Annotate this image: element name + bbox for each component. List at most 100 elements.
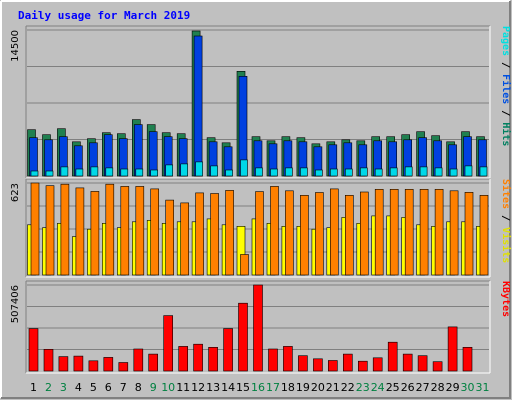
day-label: 21 <box>326 381 340 394</box>
hits-panel-bar-pages <box>210 165 218 177</box>
kbytes-panel-bar-kbytes <box>193 343 203 372</box>
visits-panel-bar-sites <box>150 188 159 276</box>
visits-panel-bar-sites <box>419 189 429 276</box>
visits-panel-bar-sites <box>225 190 234 276</box>
kbytes-panel-bar-kbytes <box>253 284 263 372</box>
kbytes-panel-bar-kbytes <box>118 362 129 372</box>
day-label: 8 <box>135 381 142 394</box>
kbytes-panel-legend: KBytes <box>500 281 511 317</box>
visits-panel-legend-part: Sites <box>500 179 512 209</box>
day-label: 24 <box>371 381 385 394</box>
hits-panel-bar-pages <box>135 168 144 177</box>
visits-panel-legend-part: Visits <box>500 227 512 263</box>
panels-group: 14500 Pages / Files / Hits 623 Sites / Visi… <box>10 25 512 374</box>
kbytes-panel-bar-kbytes <box>28 328 39 372</box>
visits-panel-legend-part: / <box>500 209 511 227</box>
day-label: 4 <box>75 381 82 394</box>
visits-panel-bar-sites <box>404 189 414 276</box>
hits-panel-bar-pages <box>285 167 293 177</box>
kbytes-panel-bar-kbytes <box>417 355 428 372</box>
day-label: 29 <box>446 381 460 394</box>
hits-panel-bar-pages <box>479 166 488 177</box>
hits-panel-bar-pages <box>195 161 203 177</box>
hits-panel-bar-files <box>29 137 38 177</box>
visits-panel-bar-sites <box>315 192 324 276</box>
day-label: 23 <box>356 381 370 394</box>
hits-panel-bar-pages <box>329 168 338 177</box>
visits-panel-bar-sites <box>195 192 204 276</box>
visits-panel-bar-sites <box>240 254 249 276</box>
visits-panel-bar-sites <box>45 185 55 276</box>
kbytes-panel-bar-kbytes <box>372 357 383 372</box>
hits-panel-bar-pages <box>374 168 383 177</box>
hits-panel-bar-pages <box>434 167 443 177</box>
visits-panel-bar-sites <box>285 190 294 276</box>
day-label: 14 <box>221 381 235 394</box>
hits-panel-legend-part: / <box>500 56 511 74</box>
hits-panel-bar-pages <box>75 168 84 177</box>
day-label: 28 <box>431 381 445 394</box>
visits-panel-ymax-label: 623 <box>10 183 21 202</box>
kbytes-panel-bar-kbytes <box>387 341 398 372</box>
visits-panel-bar-sites <box>90 191 100 276</box>
kbytes-panel-bar-kbytes <box>432 361 443 372</box>
kbytes-panel-bar-kbytes <box>58 356 69 372</box>
visits-panel-legend: Sites / Visits <box>500 179 512 263</box>
kbytes-panel-bar-kbytes <box>298 355 308 372</box>
day-label: 15 <box>236 381 250 394</box>
kbytes-panel-bar-kbytes <box>238 302 248 372</box>
visits-panel-bar-sites <box>120 186 130 276</box>
hits-panel-bar-pages <box>344 168 353 177</box>
hits-panel-legend-part: / <box>500 104 511 122</box>
hits-panel-bar-pages <box>404 166 413 177</box>
hits-panel-bar-pages <box>120 168 129 177</box>
visits-panel-series-sites <box>30 182 489 276</box>
visits-panel-bar-sites <box>180 202 189 276</box>
day-label: 9 <box>150 381 157 394</box>
day-label: 18 <box>281 381 295 394</box>
day-label: 16 <box>251 381 265 394</box>
visits-panel-bar-sites <box>449 190 459 276</box>
hits-panel-legend-part: Hits <box>500 122 512 146</box>
hits-panel-bar-pages <box>60 166 69 177</box>
visits-panel: 623 Sites / Visits <box>10 178 512 278</box>
hits-panel-bar-files <box>148 131 158 177</box>
visits-panel-bar-sites <box>165 199 174 276</box>
kbytes-panel-bar-kbytes <box>313 358 323 372</box>
kbytes-panel-bar-kbytes <box>163 315 173 372</box>
hits-panel-bar-pages <box>180 163 188 177</box>
day-label: 1 <box>30 381 37 394</box>
kbytes-panel-bar-kbytes <box>327 360 338 372</box>
day-label: 2 <box>45 381 52 394</box>
hits-panel-bar-pages <box>255 167 263 177</box>
day-label: 27 <box>416 381 430 394</box>
hits-panel-series-pages <box>30 159 488 177</box>
visits-panel-bar-sites <box>329 188 339 276</box>
kbytes-panel-bar-kbytes <box>357 360 368 372</box>
kbytes-panel-bar-kbytes <box>103 357 114 372</box>
hits-panel-bar-pages <box>165 164 173 177</box>
visits-panel-bar-sites <box>75 187 85 276</box>
visits-panel-bar-sites <box>374 189 384 276</box>
visits-panel-bar-sites <box>30 182 40 276</box>
hits-panel-bar-pages <box>90 166 99 177</box>
hits-panel-legend-part: Pages <box>500 26 511 56</box>
hits-panel: 14500 Pages / Files / Hits <box>10 25 512 179</box>
kbytes-panel-bar-kbytes <box>223 328 233 372</box>
hits-panel-bar-pages <box>389 167 398 177</box>
hits-panel-bar-pages <box>225 169 233 177</box>
day-label: 13 <box>206 381 220 394</box>
visits-panel-bar-sites <box>479 195 489 276</box>
visits-panel-bar-sites <box>359 191 369 276</box>
day-label: 25 <box>386 381 400 394</box>
hits-panel-bar-files <box>134 124 143 177</box>
kbytes-panel-bar-kbytes <box>88 360 99 372</box>
visits-panel-bar-sites <box>135 186 145 276</box>
visits-panel-bar-sites <box>464 192 474 276</box>
day-label: 12 <box>191 381 205 394</box>
hits-panel-bar-pages <box>419 166 428 177</box>
visits-panel-bar-sites <box>344 195 354 276</box>
day-label: 5 <box>90 381 97 394</box>
kbytes-panel-legend-part: KBytes <box>500 281 511 317</box>
